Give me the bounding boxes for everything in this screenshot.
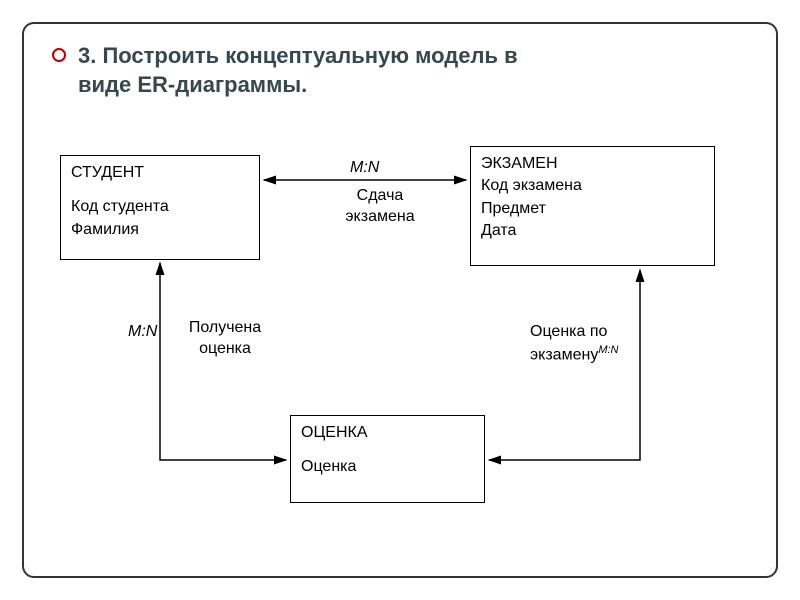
relation3-label: Оценка по экзаменуM:N: [530, 322, 690, 366]
entity-grade-title: ОЦЕНКА: [301, 422, 474, 444]
relation1-label-l1: Сдача: [357, 187, 404, 204]
relation1-cardinality: M:N: [350, 158, 379, 179]
slide-title: 3. Построить концептуальную модель в вид…: [78, 42, 518, 99]
entity-student-attr1: Фамилия: [71, 219, 249, 241]
entity-grade: ОЦЕНКА Оценка: [290, 415, 485, 503]
relation1-label: Сдача экзамена: [330, 186, 430, 228]
relation2-cardinality: M:N: [128, 322, 157, 343]
entity-exam-title: ЭКЗАМЕН: [481, 153, 704, 175]
relation1-label-l2: экзамена: [345, 208, 414, 225]
entity-student-attr0: Код студента: [71, 196, 249, 218]
entity-exam-attr0: Код экзамена: [481, 175, 704, 197]
relation2-label: Получена оценка: [175, 318, 275, 360]
bullet-icon: [52, 48, 66, 62]
entity-exam-attr1: Предмет: [481, 198, 704, 220]
entity-exam-attr2: Дата: [481, 220, 704, 242]
title-line1: 3. Построить концептуальную модель в: [78, 43, 518, 68]
entity-grade-attr0: Оценка: [301, 456, 474, 478]
relation2-label-l1: Получена: [189, 319, 261, 336]
entity-student: СТУДЕНТ Код студента Фамилия: [60, 155, 260, 260]
entity-exam: ЭКЗАМЕН Код экзамена Предмет Дата: [470, 146, 715, 266]
relation2-label-l2: оценка: [199, 340, 251, 357]
relation3-cardinality: M:N: [598, 344, 618, 356]
relation3-label-l1: Оценка по: [530, 323, 607, 340]
title-line2: виде ER-диаграммы.: [78, 72, 307, 97]
relation3-label-l2: экзамену: [530, 346, 598, 363]
entity-student-title: СТУДЕНТ: [71, 162, 249, 184]
